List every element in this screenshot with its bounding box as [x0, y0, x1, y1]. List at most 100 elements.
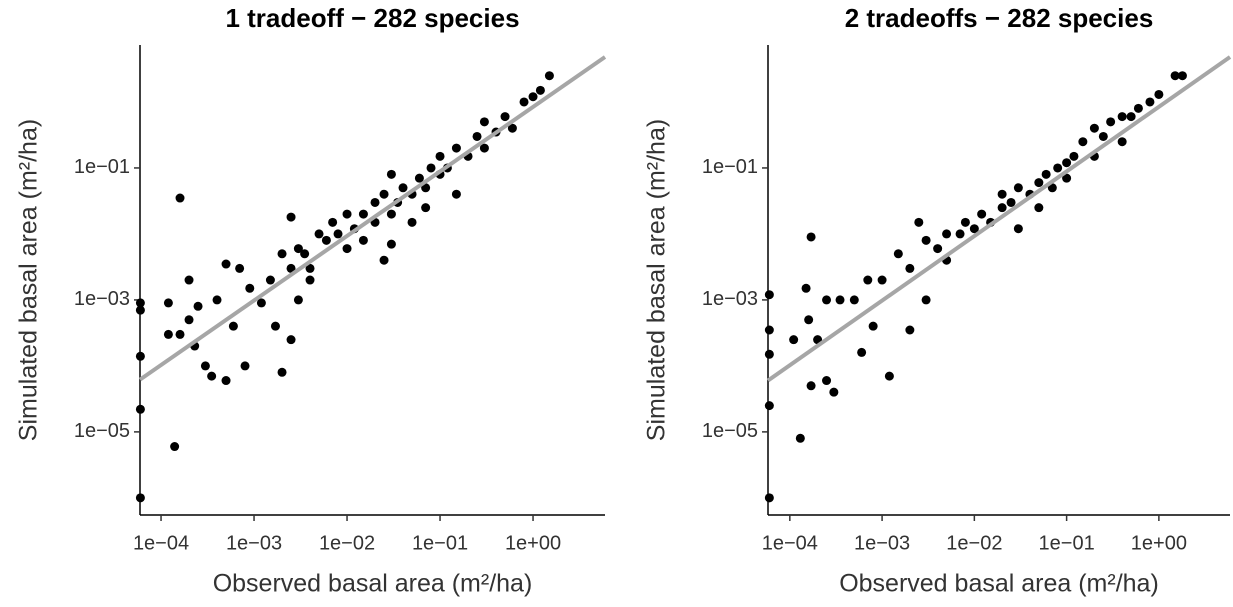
point — [135, 493, 145, 503]
point — [1145, 97, 1155, 107]
point — [240, 361, 250, 371]
point — [221, 259, 231, 269]
point — [135, 351, 145, 361]
point — [1117, 112, 1127, 122]
point — [806, 381, 816, 391]
x-tick-label: 1e+00 — [505, 532, 561, 554]
point — [822, 295, 832, 305]
point — [997, 203, 1007, 213]
point — [256, 298, 266, 308]
point — [1106, 117, 1116, 127]
point — [955, 229, 965, 239]
point — [386, 169, 396, 179]
point — [519, 97, 529, 107]
point — [905, 325, 915, 335]
point — [893, 249, 903, 259]
point — [960, 217, 970, 227]
point — [386, 239, 396, 249]
point — [245, 283, 255, 293]
point — [764, 401, 774, 411]
point — [135, 404, 145, 414]
point — [270, 321, 280, 331]
point — [1013, 224, 1023, 234]
point — [342, 244, 352, 254]
point — [863, 275, 873, 285]
point — [804, 315, 814, 325]
point — [977, 209, 987, 219]
point — [328, 217, 338, 227]
x-tick-label: 1e−03 — [226, 532, 282, 554]
point — [421, 183, 431, 193]
point — [451, 189, 461, 199]
point — [265, 275, 275, 285]
point — [1034, 178, 1044, 188]
point — [905, 263, 915, 273]
point — [379, 189, 389, 199]
fit-line — [766, 55, 1232, 383]
point — [228, 321, 238, 331]
point — [1006, 197, 1016, 207]
point — [849, 295, 859, 305]
y-tick-label: 1e−03 — [74, 288, 130, 310]
point — [193, 301, 203, 311]
point — [314, 229, 324, 239]
point — [1069, 151, 1079, 161]
point — [535, 85, 545, 95]
point — [877, 275, 887, 285]
point — [293, 295, 303, 305]
y-tick-label: 1e−05 — [702, 420, 758, 442]
point — [175, 193, 185, 203]
point — [479, 117, 489, 127]
point — [472, 131, 482, 141]
x-tick-label: 1e−04 — [762, 532, 818, 554]
point — [342, 209, 352, 219]
point — [184, 275, 194, 285]
point — [789, 335, 799, 345]
point — [421, 203, 431, 213]
point — [1034, 203, 1044, 213]
point — [212, 295, 222, 305]
point — [764, 349, 774, 359]
point — [426, 163, 436, 173]
point — [358, 235, 368, 245]
point — [1098, 131, 1108, 141]
y-tick-label: 1e−05 — [74, 420, 130, 442]
x-tick-label: 1e−04 — [133, 532, 189, 554]
point — [300, 249, 310, 259]
fit-line — [138, 55, 607, 382]
point — [221, 376, 231, 386]
point — [1047, 183, 1057, 193]
x-axis-label: Observed basal area (m²/ha) — [839, 570, 1159, 598]
x-tick-label: 1e−01 — [1039, 532, 1095, 554]
point — [479, 143, 489, 153]
point — [544, 71, 554, 81]
point — [451, 143, 461, 153]
point — [500, 112, 510, 122]
point — [1177, 71, 1187, 81]
point — [407, 217, 417, 227]
point — [200, 361, 210, 371]
point — [286, 263, 296, 273]
y-tick-label: 1e−01 — [74, 156, 130, 178]
point — [1013, 183, 1023, 193]
point — [822, 376, 832, 386]
point — [170, 442, 180, 452]
point — [764, 325, 774, 335]
y-axis-label: Simulated basal area (m²/ha) — [643, 119, 671, 441]
point — [379, 255, 389, 265]
point — [857, 347, 867, 357]
point — [175, 329, 185, 339]
point — [333, 229, 343, 239]
point — [207, 371, 217, 381]
x-tick-label: 1e−02 — [946, 532, 1002, 554]
point — [997, 189, 1007, 199]
y-axis-label: Simulated basal area (m²/ha) — [15, 119, 43, 441]
point — [764, 493, 774, 503]
x-tick-label: 1e−01 — [412, 532, 468, 554]
point — [914, 217, 924, 227]
point — [277, 367, 287, 377]
point — [414, 173, 424, 183]
chart-title: 1 tradeoff − 282 species — [225, 3, 519, 33]
point — [286, 335, 296, 345]
point — [1133, 103, 1143, 113]
